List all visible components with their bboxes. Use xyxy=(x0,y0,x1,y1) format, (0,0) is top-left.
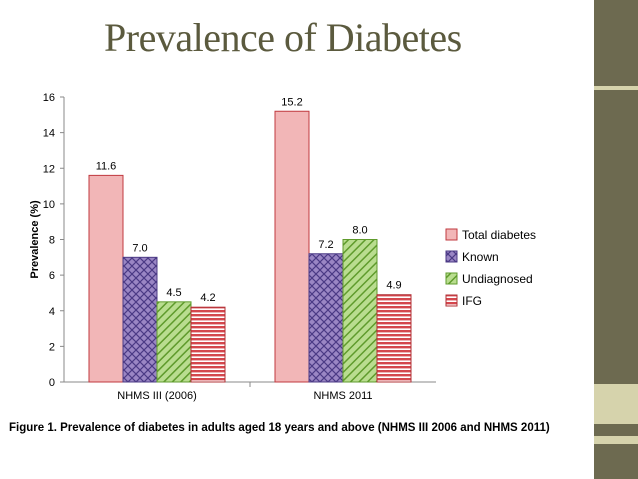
data-label: 7.0 xyxy=(132,242,147,254)
slide-title: Prevalence of Diabetes xyxy=(104,15,462,60)
bar-total-diabetes xyxy=(274,110,310,383)
figure-caption: Figure 1. Prevalence of diabetes in adul… xyxy=(9,422,550,434)
figure-panel: 0 2 4 6 8 10 12 14 16 Prevalence (%) NHMS III (200… xyxy=(0,78,591,450)
sidebar-accent-strip xyxy=(594,436,638,444)
y-tick-label: 8 xyxy=(49,235,55,247)
legend-label: IFG xyxy=(462,294,482,308)
legend-label: Undiagnosed xyxy=(462,272,533,286)
y-tick-label: 14 xyxy=(43,128,55,140)
bar-undiagnosed xyxy=(156,301,192,383)
data-label: 4.9 xyxy=(386,280,401,292)
sidebar-accent-top xyxy=(594,86,638,90)
y-tick-label: 4 xyxy=(49,306,55,318)
y-axis-title: Prevalence (%) xyxy=(29,200,41,279)
bar-ifg xyxy=(376,294,412,383)
legend-swatch xyxy=(445,228,458,241)
legend-swatch xyxy=(445,250,458,263)
bar-ifg xyxy=(190,306,226,383)
y-tick-label: 12 xyxy=(43,163,55,175)
y-tick-label: 2 xyxy=(49,341,55,353)
data-label: 4.5 xyxy=(166,287,181,299)
chart-bars: 11.6 7.0 4.5 4.2 15.2 7.2 8.0 4.9 xyxy=(88,96,412,383)
data-label: 15.2 xyxy=(281,96,302,108)
y-tick-label: 10 xyxy=(43,199,55,211)
bar-chart: 0 2 4 6 8 10 12 14 16 Prevalence (%) NHMS III (200… xyxy=(29,92,536,402)
legend-label: Total diabetes xyxy=(462,228,536,242)
chart-axes: 0 2 4 6 8 10 12 14 16 Prevalence (%) NHMS III (200… xyxy=(29,92,436,402)
x-tick-label: NHMS III (2006) xyxy=(117,390,196,402)
sidebar-accent-block xyxy=(594,384,638,424)
data-label: 7.2 xyxy=(318,239,333,251)
legend-label: Known xyxy=(462,250,499,264)
legend-swatch xyxy=(445,272,458,285)
data-label: 11.6 xyxy=(96,160,117,172)
y-tick-label: 0 xyxy=(49,377,55,389)
x-tick-label: NHMS 2011 xyxy=(313,390,372,402)
chart-legend: Total diabetes Known Undiagnosed IFG xyxy=(445,228,536,308)
bar-known xyxy=(122,256,158,383)
legend-swatch xyxy=(445,294,458,307)
y-tick-label: 6 xyxy=(49,270,55,282)
y-tick-label: 16 xyxy=(43,92,55,104)
bar-total-diabetes xyxy=(88,174,124,383)
bar-known xyxy=(308,253,344,383)
data-label: 8.0 xyxy=(352,225,367,237)
bar-undiagnosed xyxy=(342,239,378,383)
data-label: 4.2 xyxy=(200,292,215,304)
